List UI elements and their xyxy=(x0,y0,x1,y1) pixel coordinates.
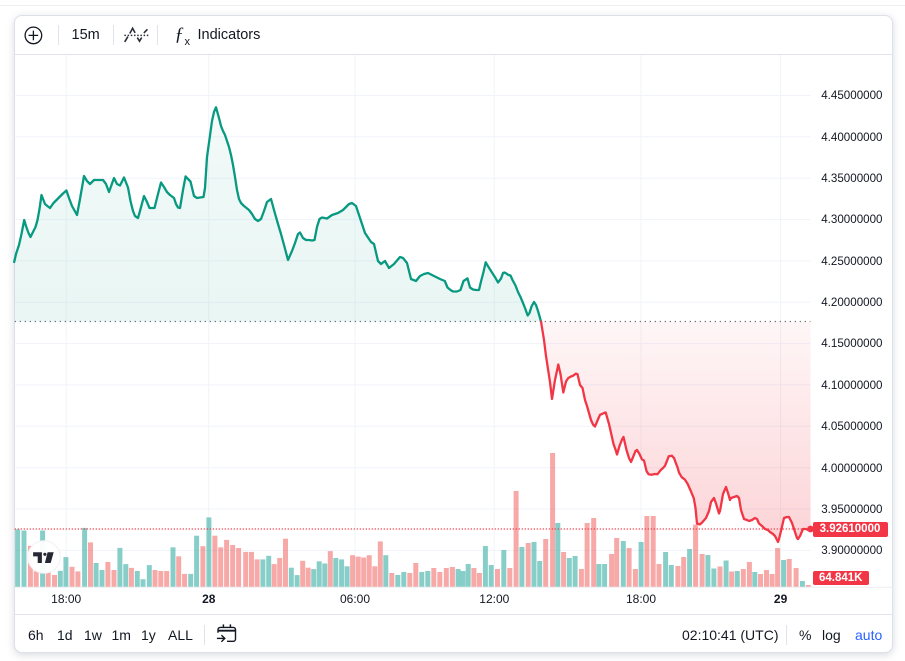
svg-text:x: x xyxy=(185,36,191,48)
svg-text:ƒ: ƒ xyxy=(175,24,185,45)
